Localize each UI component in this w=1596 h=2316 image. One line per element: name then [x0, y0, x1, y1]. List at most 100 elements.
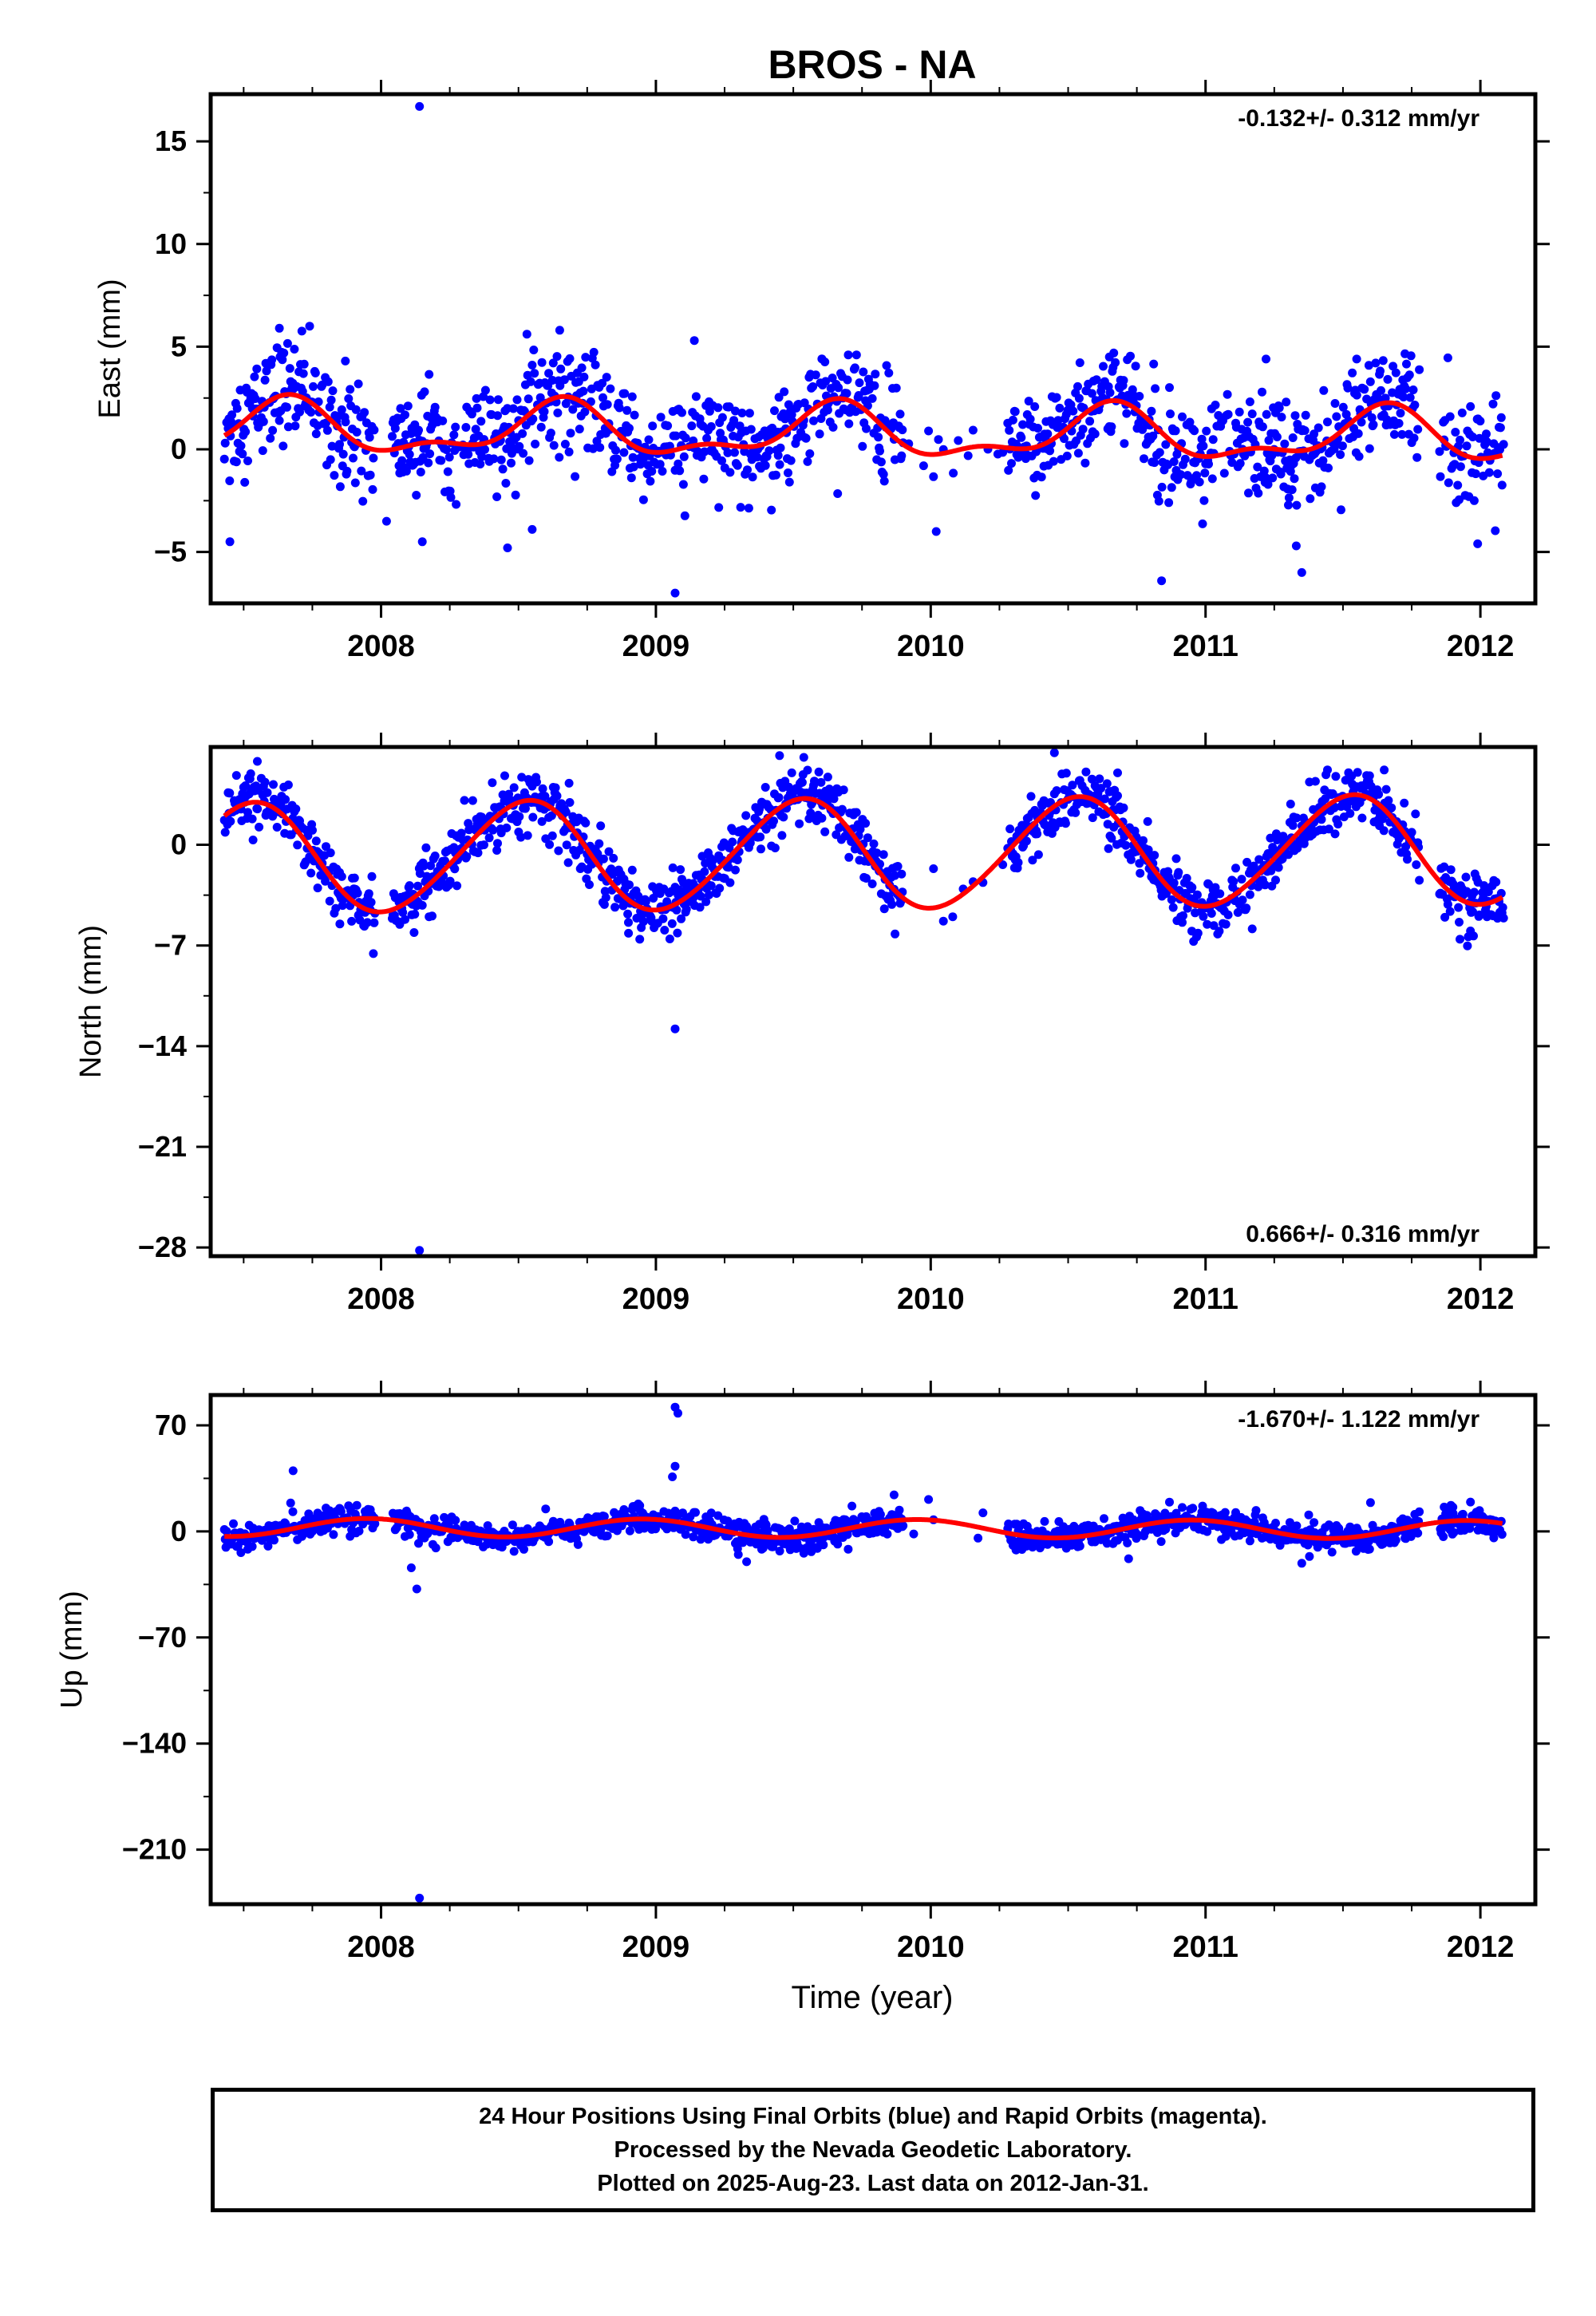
data-point [1151, 384, 1160, 393]
x-tick-label: 2011 [1172, 1282, 1238, 1316]
y-axis-label: North (mm) [74, 925, 108, 1078]
data-point [1264, 436, 1274, 445]
data-point [519, 1544, 528, 1554]
data-point [1407, 828, 1416, 837]
data-point [1332, 412, 1341, 421]
data-point [1338, 402, 1348, 412]
data-point [737, 409, 747, 417]
data-point [1443, 353, 1452, 362]
data-point [775, 1547, 784, 1555]
data-point [347, 916, 357, 926]
data-point [243, 456, 252, 465]
data-point [705, 890, 713, 899]
data-point [549, 441, 559, 450]
outlier-point [1448, 1503, 1458, 1512]
data-point [702, 433, 712, 443]
y-tick-label: −7 [154, 929, 187, 962]
data-point [278, 355, 287, 365]
outlier-point [891, 929, 900, 939]
data-point [519, 449, 528, 458]
data-point [1499, 440, 1508, 449]
data-point [566, 429, 575, 438]
data-point [226, 816, 235, 826]
data-point [279, 441, 288, 451]
data-point [1263, 480, 1273, 489]
data-point [1221, 919, 1231, 929]
outlier-point [253, 757, 262, 766]
data-point [472, 403, 482, 413]
data-point [624, 928, 634, 938]
data-point [660, 926, 670, 935]
data-point [219, 454, 229, 464]
data-point [418, 453, 428, 462]
data-point [595, 839, 604, 848]
data-point [777, 831, 787, 840]
data-point [480, 385, 490, 395]
data-point [1040, 1516, 1049, 1526]
data-point [1192, 471, 1201, 480]
data-point [349, 453, 358, 463]
data-point [968, 425, 978, 435]
data-point [1317, 815, 1326, 824]
data-point [1074, 393, 1084, 403]
data-point [1336, 450, 1345, 460]
data-point [369, 918, 379, 927]
data-point [674, 459, 683, 468]
data-point [564, 447, 574, 456]
data-point [518, 429, 527, 438]
data-point [547, 831, 557, 840]
data-point [773, 451, 783, 460]
data-point [1301, 410, 1310, 420]
data-point [258, 446, 267, 456]
data-point [1411, 809, 1420, 819]
data-point [539, 407, 549, 417]
data-point [468, 796, 477, 805]
data-point [595, 443, 605, 453]
data-point [559, 375, 569, 385]
data-point [1360, 385, 1369, 394]
data-point [1162, 888, 1171, 898]
data-point [1381, 785, 1391, 794]
data-point [823, 773, 832, 782]
data-point [1144, 845, 1153, 855]
data-point [1156, 1537, 1166, 1547]
data-point [634, 891, 643, 901]
data-point [1055, 403, 1065, 413]
data-point [1229, 877, 1238, 887]
data-point [1107, 422, 1116, 432]
data-point [512, 395, 522, 405]
data-point [1013, 858, 1023, 868]
y-tick-label: 5 [171, 330, 187, 362]
data-point [1060, 434, 1069, 444]
data-point [1202, 426, 1211, 436]
data-point [243, 808, 252, 817]
data-point [879, 469, 888, 479]
data-point [1166, 409, 1175, 419]
data-point [1290, 411, 1300, 421]
data-point [787, 410, 796, 420]
data-point [553, 408, 563, 417]
data-point [535, 393, 545, 402]
data-point [731, 406, 740, 416]
data-point [658, 467, 667, 476]
data-point [614, 403, 624, 413]
outlier-point [670, 1461, 680, 1471]
data-point [1126, 855, 1136, 864]
data-point [1140, 454, 1148, 464]
data-point [1254, 488, 1263, 498]
data-point [325, 402, 334, 412]
data-point [681, 433, 690, 443]
data-point [1482, 437, 1491, 447]
data-point [611, 445, 620, 455]
data-point [837, 804, 847, 814]
outlier-point [305, 322, 314, 331]
data-point [680, 511, 689, 520]
data-point [1357, 417, 1366, 427]
data-point [1150, 851, 1159, 860]
data-point [1378, 356, 1388, 366]
data-point [673, 928, 682, 938]
data-point [1161, 440, 1171, 449]
data-point [451, 1516, 460, 1525]
data-point [606, 384, 615, 393]
data-point [1178, 918, 1187, 927]
